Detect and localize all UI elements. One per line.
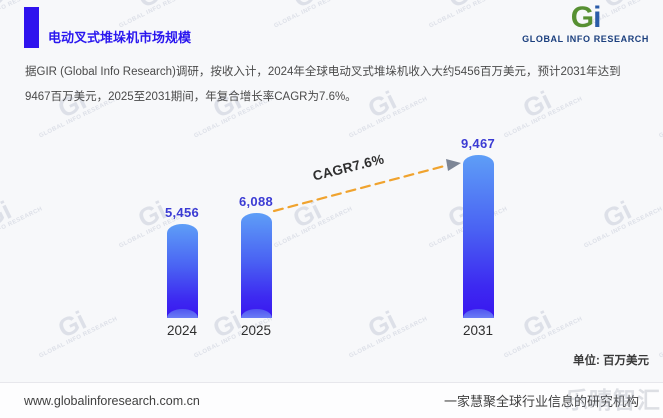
bar-category-label: 2031	[462, 323, 494, 338]
bar-value-label: 5,456	[164, 205, 200, 220]
gir-logo-text: GLOBAL INFO RESEARCH	[522, 34, 649, 44]
gir-logo: Gi GLOBAL INFO RESEARCH	[522, 2, 649, 45]
logo-letter-g: G	[570, 1, 594, 34]
market-summary-text: 据GIR (Global Info Research)调研，按收入计，2024年…	[25, 66, 621, 103]
bar-group-2031: 9,467 2031	[441, 136, 515, 338]
page-title: 电动叉式堆垛机市场规模	[48, 30, 192, 45]
bar-2031	[462, 155, 494, 318]
title-accent-bar	[24, 7, 39, 48]
logo-letter-i: i	[593, 1, 601, 34]
footer-bar: www.globalinforesearch.com.cn 一家慧聚全球行业信息…	[0, 382, 663, 418]
bar-value-label: 6,088	[238, 194, 274, 209]
gir-logo-icon: Gi	[522, 2, 649, 34]
cagr-annotation: CAGR7.6%	[311, 151, 386, 184]
bar-2024	[166, 224, 198, 318]
bar-group-2025: 6,088 2025	[219, 194, 293, 338]
unit-label: 单位: 百万美元	[572, 355, 649, 367]
bar-group-2024: 5,456 2024	[145, 205, 219, 338]
bar-category-label: 2025	[240, 323, 272, 338]
bar-category-label: 2024	[166, 323, 198, 338]
website-url: www.globalinforesearch.com.cn	[24, 393, 200, 408]
footer-slogan: 一家慧聚全球行业信息的研究机构	[443, 394, 639, 409]
bar-value-label: 9,467	[460, 136, 496, 151]
bar-2025	[240, 213, 272, 318]
